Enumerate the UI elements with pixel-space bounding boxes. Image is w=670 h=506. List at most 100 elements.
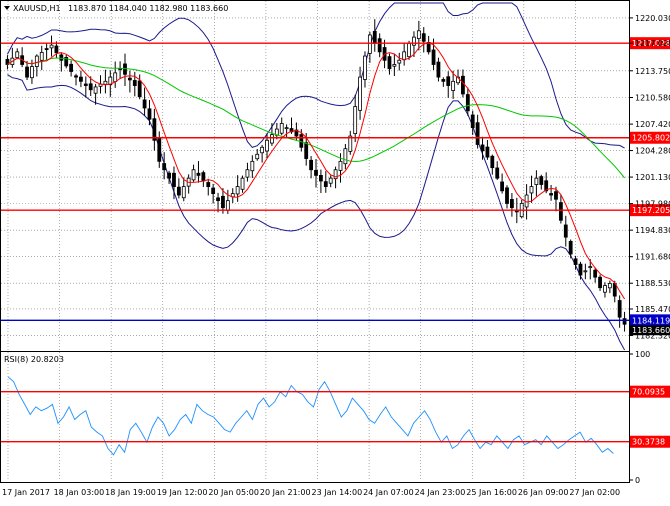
candle-body — [412, 36, 416, 46]
ma-fast-line — [7, 42, 626, 300]
candle-body — [44, 48, 49, 50]
ma-slow-line — [7, 57, 625, 179]
y-tick-label: 1220.030 — [635, 14, 670, 23]
candle-body — [407, 43, 411, 58]
x-tick-label: 24 Jan 23:00 — [415, 488, 466, 497]
candle-body — [622, 318, 627, 325]
candle-body — [485, 146, 490, 158]
price-level-box — [630, 204, 670, 217]
candle-body — [299, 134, 304, 148]
candle-body — [446, 76, 451, 86]
candle-body — [495, 167, 500, 179]
price-level-label: 1184.119 — [632, 316, 670, 325]
y-tick-label: 1201.130 — [635, 173, 670, 182]
candle-body — [152, 118, 157, 141]
candle-body — [558, 202, 563, 221]
candle-body — [441, 79, 446, 82]
candle-body — [505, 187, 509, 204]
candle-body — [34, 55, 39, 67]
candle-body — [30, 66, 34, 79]
candle-body — [323, 181, 328, 188]
candle-body — [583, 270, 588, 273]
y-tick-label: 1197.980 — [635, 200, 670, 209]
candle-body — [240, 177, 245, 190]
bollinger-bands — [6, 2, 626, 351]
y-tick-label: 1191.680 — [635, 253, 670, 262]
candle-body — [93, 86, 98, 94]
candlesticks — [5, 19, 627, 332]
current-price-box — [630, 325, 670, 336]
candle-body — [255, 153, 260, 160]
candle-body — [333, 169, 338, 180]
price-level-label: 1205.802 — [632, 134, 670, 143]
candle-body — [147, 108, 152, 120]
y-tick-label: 1210.580 — [635, 93, 670, 102]
candle-body — [132, 80, 137, 86]
candle-body — [59, 54, 64, 61]
candle-body — [377, 38, 382, 53]
moving-averages — [7, 42, 626, 300]
candle-body — [372, 30, 377, 44]
candle-body — [510, 199, 514, 209]
price-level-box — [630, 131, 670, 144]
candle-body — [598, 276, 602, 289]
candle-body — [451, 80, 456, 91]
candle-body — [534, 177, 539, 186]
candle-body — [221, 195, 225, 209]
candle-body — [318, 175, 323, 182]
candle-body — [578, 263, 583, 276]
rsi-tick-label: 0 — [635, 476, 640, 485]
y-tick-label: 1188.530 — [635, 279, 670, 288]
candle-body — [568, 240, 573, 255]
candle-body — [54, 45, 59, 54]
candle-body — [64, 57, 69, 67]
rsi-panel: 70.0935 30.3738 100 0 — [1, 350, 670, 485]
chart-frame — [0, 0, 630, 483]
candle-body — [544, 180, 549, 192]
x-tick-label: 20 Jan 05:00 — [208, 488, 259, 497]
candle-body — [172, 172, 176, 188]
price-level-box — [630, 37, 670, 50]
y-tick-label: 1213.750 — [635, 67, 670, 76]
candle-body — [348, 135, 353, 152]
candle-body — [167, 172, 171, 179]
candle-body — [270, 134, 274, 144]
time-axis: 17 Jan 2017 18 Jan 03:00 18 Jan 19:00 19 Ja… — [2, 488, 620, 497]
x-tick-label: 20 Jan 21:00 — [260, 488, 311, 497]
candle-body — [69, 63, 74, 72]
chart-header: XAUUSD,H1 1183.870 1184.040 1182.980 118… — [4, 4, 228, 13]
x-tick-label: 25 Jan 16:00 — [466, 488, 517, 497]
y-tick-label: 1204.280 — [635, 147, 670, 156]
grid — [1, 1, 629, 481]
y-tick-label: 1182.320 — [635, 332, 670, 341]
candle-body — [500, 181, 505, 192]
candle-body — [196, 172, 201, 176]
candle-body — [416, 30, 421, 39]
candle-body — [304, 142, 309, 159]
candle-body — [461, 75, 465, 95]
candle-body — [607, 283, 612, 289]
candle-body — [328, 177, 333, 184]
triangle-down-icon[interactable] — [4, 6, 10, 10]
rsi-level-box — [630, 435, 670, 448]
candle-body — [431, 49, 436, 65]
candle-body — [88, 83, 93, 91]
candle-body — [260, 146, 265, 154]
y-tick-label: 1217.028 — [635, 39, 670, 48]
candle-body — [529, 186, 534, 194]
candle-body — [358, 76, 362, 111]
candle-body — [314, 169, 318, 176]
candle-body — [539, 176, 544, 185]
rsi-tick-label: 100 — [635, 350, 650, 359]
candle-body — [603, 285, 607, 293]
candle-body — [588, 266, 593, 269]
candle-body — [181, 186, 186, 199]
candle-body — [235, 186, 240, 195]
candle-body — [142, 99, 147, 109]
candle-body — [363, 55, 367, 80]
candle-body — [137, 80, 142, 98]
y-tick-label: 1185.470 — [635, 305, 670, 314]
